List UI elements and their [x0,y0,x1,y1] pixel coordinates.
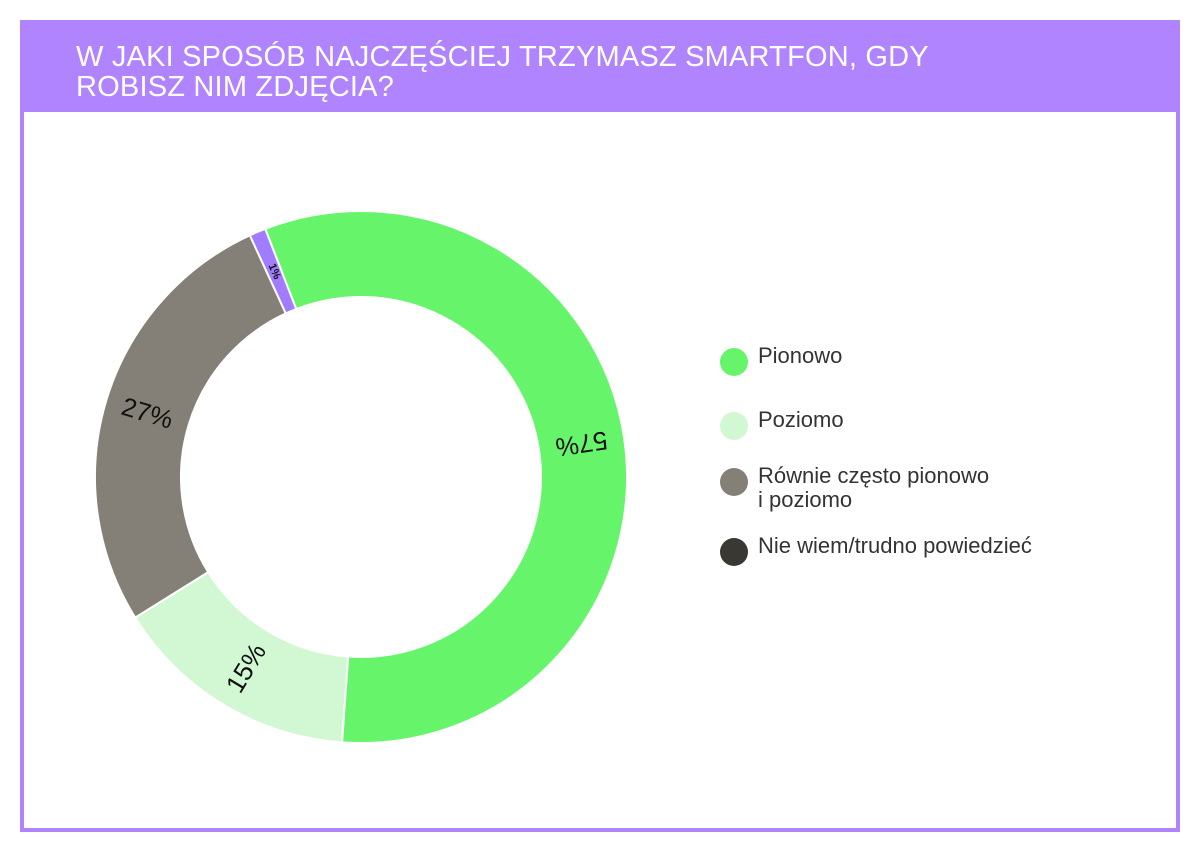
legend-swatch-nie-wiem [720,538,748,566]
legend-label-pionowo: Pionowo [758,343,843,368]
legend-item-poziomo: Poziomo [720,408,844,440]
legend-label-nie-wiem: Nie wiem/trudno powiedzieć [758,533,1032,558]
legend-swatch-rownie-czesto [720,468,748,496]
legend-item-pionowo: Pionowo [720,344,842,376]
legend-label-poziomo: Poziomo [758,407,844,432]
donut-label-other: 1% [266,262,283,282]
donut-slices [94,210,628,744]
legend-label-rownie-czesto: Równie często pionowo i poziomo [758,463,990,512]
legend-item-rownie-czesto: Równie często pionowo i poziomo [720,464,989,512]
donut-slice-other [248,227,298,315]
donut-slice-rownie-czesto-pionowo-i-poziomo [94,234,288,619]
legend-item-nie-wiem: Nie wiem/trudno powiedzieć [720,534,1032,566]
legend-swatch-poziomo [720,412,748,440]
chart-header: W JAKI SPOSÓB NAJCZĘŚCIEJ TRZYMASZ SMART… [24,24,1176,112]
donut-slice-pionowo [263,210,628,744]
legend-swatch-pionowo [720,348,748,376]
chart-title: W JAKI SPOSÓB NAJCZĘŚCIEJ TRZYMASZ SMART… [76,41,929,103]
